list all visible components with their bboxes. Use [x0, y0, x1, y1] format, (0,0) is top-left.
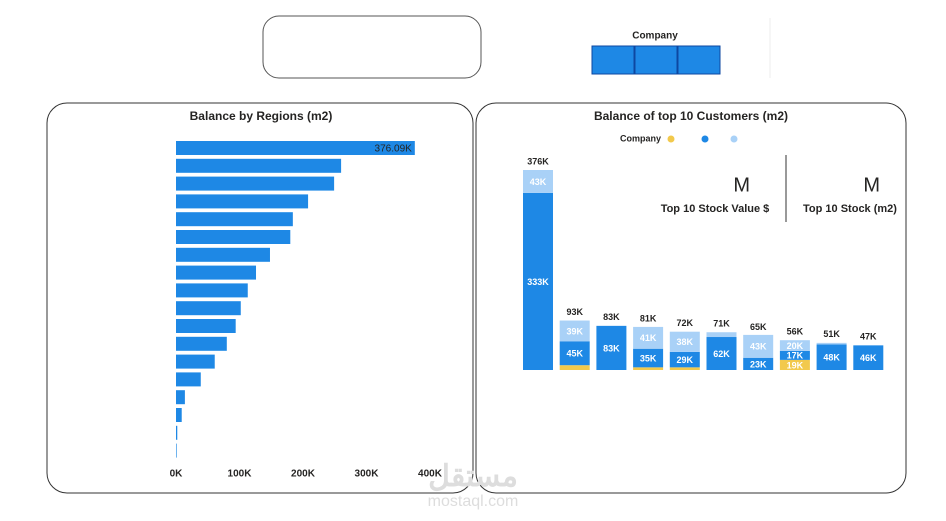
slicer-button[interactable] — [677, 45, 721, 75]
data-label: 39K — [566, 326, 583, 336]
kpi-value: M — [863, 174, 880, 196]
bar-segment — [706, 332, 737, 338]
data-label: 20K — [787, 341, 804, 351]
bar — [176, 336, 227, 351]
total-label: 93K — [566, 307, 583, 317]
slicer-title: Company — [632, 31, 678, 42]
bar-segment — [779, 350, 810, 360]
bar-segment — [816, 342, 847, 345]
chart-title: Balance by Regions (m2) — [190, 109, 333, 123]
slicer-button[interactable] — [591, 45, 635, 75]
data-label: 43K — [530, 177, 547, 187]
total-label: 51K — [823, 329, 840, 339]
bar-segment — [633, 326, 664, 349]
data-label: 17K — [787, 351, 804, 361]
legend-swatch — [730, 135, 738, 143]
data-label: 83K — [603, 343, 620, 353]
bar — [176, 194, 309, 209]
bar-segment — [743, 334, 774, 358]
data-label: 62K — [713, 349, 730, 359]
bar — [176, 283, 248, 298]
bar-segment — [743, 357, 774, 370]
bar-segment — [669, 351, 700, 368]
slicer-button[interactable] — [634, 45, 678, 75]
total-label: 47K — [860, 331, 877, 341]
bar — [176, 390, 185, 405]
bar-segment — [523, 170, 553, 193]
bar-segment — [779, 359, 810, 370]
data-label: 29K — [677, 355, 694, 365]
legend-title: Company — [620, 133, 661, 143]
data-label: 45K — [566, 349, 583, 359]
x-tick-label: 0K — [170, 469, 184, 480]
data-label: 46K — [860, 353, 877, 363]
chart-title: Balance of top 10 Customers (m2) — [594, 109, 788, 123]
bar — [176, 141, 415, 155]
bar — [176, 230, 291, 244]
bar — [176, 425, 178, 440]
total-label: 65K — [750, 322, 767, 332]
bar — [176, 408, 182, 422]
data-label: 41K — [640, 333, 657, 343]
total-label: 71K — [713, 319, 730, 329]
bar — [176, 158, 342, 173]
legend-swatch — [667, 135, 675, 143]
x-tick-label: 200K — [291, 469, 316, 480]
bar — [176, 319, 236, 333]
total-label: 81K — [640, 313, 657, 323]
bar — [176, 372, 201, 387]
bar-segment — [669, 331, 700, 352]
bar-segment — [633, 348, 664, 368]
watermark: مستقل — [428, 460, 518, 493]
data-label: 376.09K — [375, 144, 413, 155]
kpi-label: Top 10 Stock Value $ — [661, 203, 770, 215]
watermark: mostaql.com — [428, 493, 519, 510]
bar-segment — [596, 325, 627, 370]
total-label: 83K — [603, 312, 620, 322]
data-label: 19K — [787, 360, 804, 370]
bar-segment — [633, 367, 664, 370]
x-tick-label: 100K — [228, 469, 253, 480]
kpi-value: M — [733, 174, 750, 196]
bar-segment — [853, 345, 884, 346]
bar-segment — [779, 340, 810, 351]
bar — [176, 176, 335, 191]
bar — [176, 301, 241, 316]
bar-segment — [559, 320, 590, 342]
bar-segment — [559, 365, 590, 370]
bar-segment — [706, 337, 737, 370]
bar-segment — [853, 345, 884, 370]
data-label: 35K — [640, 353, 657, 363]
bar — [176, 354, 215, 369]
bar-segment — [816, 344, 847, 370]
total-label: 56K — [787, 327, 804, 337]
bar-segment — [523, 192, 553, 370]
data-label: 43K — [750, 342, 767, 352]
legend-swatch — [701, 135, 709, 143]
bar — [176, 212, 293, 227]
total-label: 376K — [527, 156, 549, 166]
bar-segment — [559, 341, 590, 366]
kpi-label: Top 10 Stock (m2) — [803, 203, 897, 215]
total-label: 72K — [677, 318, 694, 328]
bar-segment — [669, 367, 700, 370]
data-label: 38K — [677, 337, 694, 347]
panel — [46, 102, 474, 494]
x-tick-label: 300K — [355, 469, 380, 480]
bar — [176, 265, 257, 280]
data-label: 333K — [527, 277, 549, 287]
data-label: 48K — [823, 353, 840, 363]
panel — [475, 102, 907, 494]
empty-card — [262, 15, 482, 79]
bar — [176, 443, 177, 458]
bar — [176, 247, 270, 262]
x-tick-label: 400K — [418, 469, 443, 480]
data-label: 23K — [750, 359, 767, 369]
